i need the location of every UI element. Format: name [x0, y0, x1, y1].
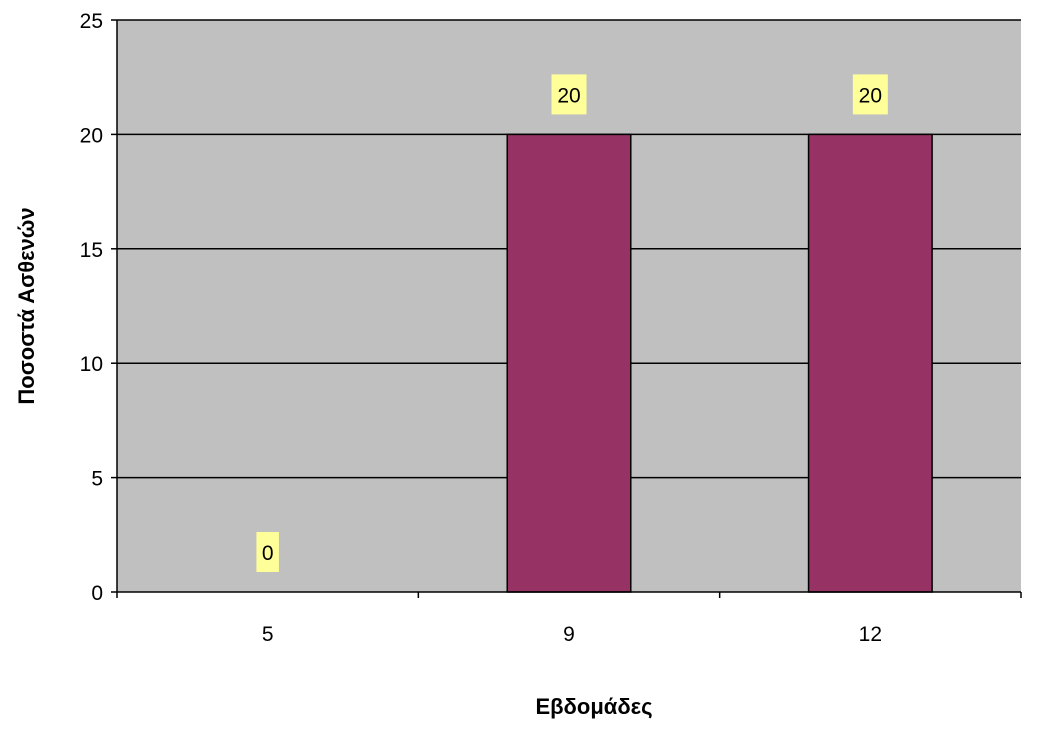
data-label-box	[551, 74, 587, 115]
bars	[506, 133, 933, 593]
y-axis-ticks: 0 5 10 15 20 25	[80, 10, 117, 605]
y-tick-label: 25	[80, 10, 103, 33]
data-label-box	[256, 532, 279, 572]
y-axis-title: Ποσοστά Ασθενών	[14, 207, 39, 404]
x-axis-ticks: 5 9 12	[262, 592, 1022, 646]
y-tick-label: 10	[80, 353, 103, 376]
x-tick-label: 5	[262, 623, 274, 646]
y-tick-label: 0	[91, 582, 103, 605]
bar	[807, 133, 933, 593]
y-tick-label: 15	[80, 239, 103, 262]
data-label-box	[852, 74, 888, 115]
data-label: 20	[557, 84, 580, 107]
x-tick-label: 12	[859, 623, 882, 646]
data-label: 20	[859, 84, 882, 107]
y-tick-label: 20	[80, 124, 103, 147]
x-axis-title: Εβδομάδες	[535, 694, 652, 719]
data-labels: 0 20 20	[256, 74, 888, 572]
x-tick-label: 9	[563, 623, 575, 646]
y-tick-label: 5	[91, 468, 103, 491]
bar	[506, 133, 632, 593]
data-label: 0	[262, 542, 274, 565]
